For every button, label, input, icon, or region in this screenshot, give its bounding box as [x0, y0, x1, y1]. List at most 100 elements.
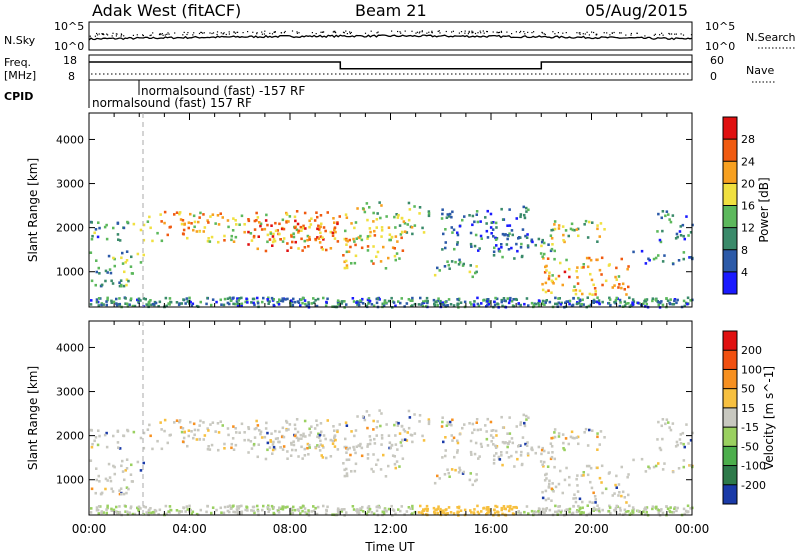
noise-search-point [451, 31, 453, 33]
power-cell [544, 290, 548, 294]
velocity-cell [557, 435, 561, 438]
power-cell [433, 273, 437, 277]
power-cell [316, 236, 319, 239]
velocity-cell [530, 509, 534, 513]
velocity-cell [125, 467, 129, 470]
power-cell [137, 297, 141, 301]
noise-search-point [620, 32, 622, 34]
noise-search-point [256, 33, 258, 35]
velocity-cell [338, 423, 342, 426]
velocity-cell [360, 446, 364, 450]
noise-search-point [296, 31, 298, 33]
velocity-cell [573, 493, 576, 496]
velocity-cell [256, 508, 260, 512]
power-cell [97, 304, 101, 307]
x-tick-label: 08:00 [273, 522, 308, 536]
power-cell [277, 301, 280, 305]
velocity-cell [400, 424, 404, 428]
velocity-cell [595, 508, 599, 512]
noise-search-point [500, 30, 502, 32]
power-cell [89, 251, 93, 254]
velocity-cell [582, 511, 585, 514]
power-cell [569, 227, 573, 231]
power-cell [589, 258, 593, 262]
velocity-cell [165, 512, 168, 516]
power-cell [515, 242, 518, 246]
velocity-cell [426, 509, 429, 513]
noise-search-point [671, 33, 673, 35]
velocity-cell [516, 457, 519, 461]
velocity-cell [508, 507, 512, 510]
power-cell [406, 223, 410, 226]
velocity-cell [351, 505, 355, 508]
velocity-cell [230, 446, 233, 450]
velocity-cell [393, 423, 396, 427]
power-cell [299, 225, 303, 229]
velocity-cell [520, 450, 523, 454]
power-cell [359, 299, 362, 302]
power-cell [94, 228, 98, 231]
velocity-cell [532, 511, 536, 515]
velocity-cell [182, 436, 186, 440]
power-cell [179, 218, 183, 221]
power-cell [210, 235, 214, 239]
velocity-cell [367, 505, 371, 508]
velocity-cell [256, 504, 259, 508]
velocity-cell [628, 504, 631, 508]
velocity-cell [89, 459, 93, 462]
velocity-cell [665, 505, 668, 508]
velocity-cell [540, 448, 544, 452]
power-cell [308, 235, 311, 239]
velocity-cell [534, 451, 538, 455]
power-cell [540, 240, 544, 244]
velocity-cell [642, 510, 645, 513]
velocity-cell [559, 469, 562, 473]
velocity-cell [303, 507, 307, 510]
velocity-cell [485, 430, 488, 433]
velocity-cell [287, 428, 290, 431]
power-cell [573, 285, 576, 288]
power-cell [294, 219, 297, 223]
power-cell [471, 214, 475, 218]
power-cell [187, 221, 191, 224]
velocity-cell [168, 505, 172, 508]
velocity-cell [480, 510, 483, 513]
velocity-cell [568, 475, 571, 479]
noise-search-point [112, 32, 114, 34]
velocity-cell [308, 446, 312, 449]
power-cell [385, 301, 388, 305]
velocity-cell [453, 455, 456, 459]
velocity-cell [178, 420, 181, 424]
velocity-cell [493, 508, 496, 512]
velocity-cell [523, 424, 527, 428]
noise-search-point [283, 32, 285, 34]
power-cell [308, 225, 311, 229]
power-cell [560, 301, 563, 305]
power-cell [615, 266, 618, 270]
velocity-cell [498, 458, 502, 461]
power-cell [206, 296, 209, 300]
power-cell [236, 297, 239, 300]
power-cell [501, 255, 504, 259]
velocity-cell [506, 432, 509, 435]
velocity-cell [285, 429, 288, 432]
velocity-cell [308, 433, 311, 437]
velocity-cell [407, 426, 411, 430]
velocity-cell [389, 446, 393, 450]
velocity-cell [97, 512, 101, 515]
noise-search-point [152, 32, 154, 34]
velocity-cell [442, 440, 445, 444]
power-cell [553, 220, 557, 223]
power-cell [167, 302, 170, 305]
velocity-cell [223, 447, 226, 450]
velocity-cell [181, 440, 185, 443]
velocity-cell [380, 434, 384, 437]
power-cell [211, 213, 215, 216]
power-cell [597, 301, 601, 304]
power-cell [648, 258, 651, 262]
noise-search-point [531, 32, 533, 34]
power-cell [557, 297, 560, 300]
colorbar-tick-label: 15 [741, 402, 755, 415]
power-cell [550, 279, 554, 283]
velocity-cell [190, 512, 194, 515]
